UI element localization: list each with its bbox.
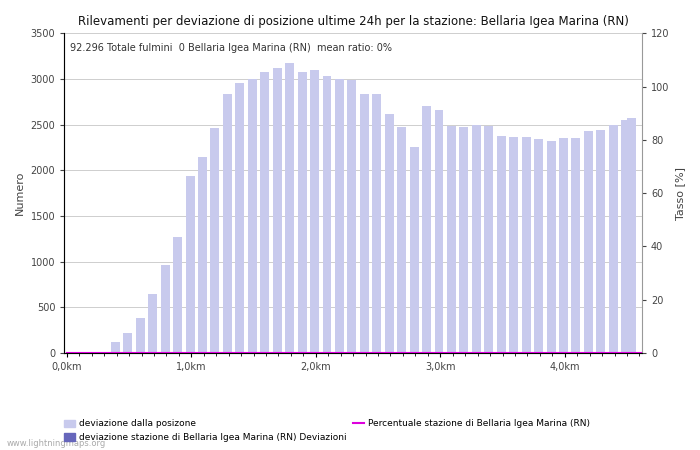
Bar [484, 126, 494, 353]
Bar [522, 137, 531, 353]
Bar [335, 79, 344, 353]
Bar [509, 137, 518, 353]
Bar [547, 141, 556, 353]
Bar [627, 118, 636, 353]
Bar [385, 114, 393, 353]
Bar [198, 157, 207, 353]
Bar [323, 76, 332, 353]
Y-axis label: Tasso [%]: Tasso [%] [675, 166, 685, 220]
Bar [223, 94, 232, 353]
Bar [584, 131, 593, 353]
Bar [410, 147, 419, 353]
Bar [609, 125, 618, 353]
Bar [248, 79, 257, 353]
Bar [148, 293, 158, 353]
Y-axis label: Numero: Numero [15, 171, 25, 216]
Title: Rilevamenti per deviazione di posizione ultime 24h per la stazione: Bellaria Ige: Rilevamenti per deviazione di posizione … [78, 15, 629, 28]
Bar [211, 128, 219, 353]
Text: 92.296 Totale fulmini  0 Bellaria Igea Marina (RN)  mean ratio: 0%: 92.296 Totale fulmini 0 Bellaria Igea Ma… [70, 43, 392, 53]
Bar [397, 127, 406, 353]
Bar [472, 125, 481, 353]
Bar [534, 139, 543, 353]
Bar [161, 266, 169, 353]
Bar [497, 135, 505, 353]
Bar [111, 342, 120, 353]
Bar [622, 120, 630, 353]
Bar [186, 176, 195, 353]
Bar [173, 237, 182, 353]
Bar [372, 94, 382, 353]
Bar [310, 70, 319, 353]
Bar [447, 126, 456, 353]
Bar [298, 72, 307, 353]
Bar [235, 83, 244, 353]
Bar [596, 130, 606, 353]
Bar [422, 106, 431, 353]
Bar [360, 94, 369, 353]
Bar [136, 318, 145, 353]
Bar [459, 127, 468, 353]
Bar [571, 138, 580, 353]
Bar [285, 63, 294, 353]
Bar [435, 110, 444, 353]
Bar [260, 72, 270, 353]
Text: www.lightningmaps.org: www.lightningmaps.org [7, 439, 106, 448]
Bar [347, 80, 356, 353]
Bar [559, 138, 568, 353]
Bar [273, 68, 281, 353]
Legend: deviazione dalla posizone, deviazione stazione di Bellaria Igea Marina (RN) Devi: deviazione dalla posizone, deviazione st… [60, 416, 594, 446]
Bar [123, 333, 132, 353]
